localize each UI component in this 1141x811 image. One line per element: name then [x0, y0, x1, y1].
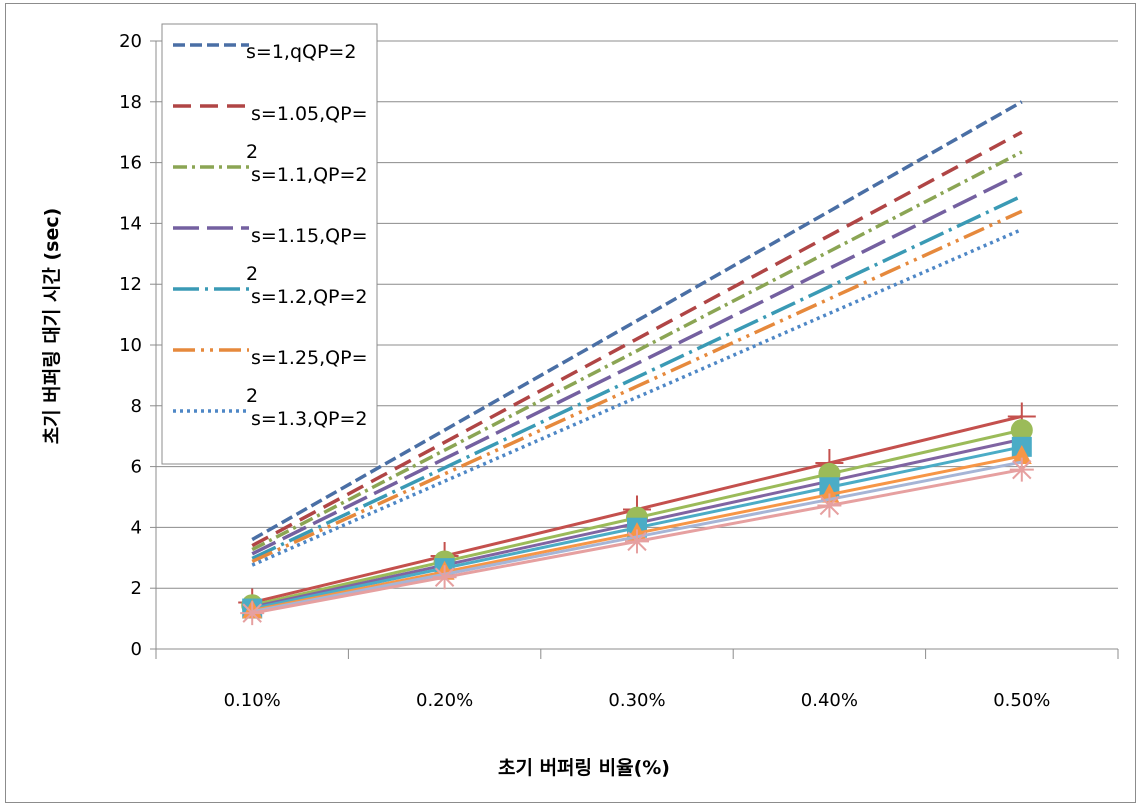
legend-label: s=1.25,QP= [251, 347, 368, 369]
x-tick-labels: 0.10% 0.20% 0.30% 0.40% 0.50% [224, 690, 1051, 711]
axes [150, 40, 1119, 659]
dashed-series-line [251, 150, 1023, 552]
dashed-series-line [251, 130, 1023, 548]
y-tick-label: 6 [131, 457, 142, 478]
legend-label: s=1.2,QP=2 [251, 286, 368, 308]
legend-label: s=1.3,QP=2 [251, 408, 368, 430]
solid-series [238, 402, 1036, 626]
dashed-series-line [251, 171, 1023, 556]
x-tick-label: 0.20% [416, 690, 473, 711]
y-tick-label: 10 [119, 335, 142, 356]
legend-label: 2 [246, 141, 258, 163]
data-point-star [625, 529, 649, 554]
data-point-circle [1010, 419, 1033, 442]
legend-label: s=1.05,QP= [251, 103, 368, 125]
data-point-star [240, 601, 265, 626]
data-point-triangle [1011, 444, 1032, 464]
x-tick-label: 0.50% [993, 690, 1050, 711]
y-tick-label: 18 [119, 92, 142, 113]
y-tick-label: 16 [119, 153, 142, 174]
chart-frame: 0 2 4 6 8 10 12 14 16 18 20 0.10% 0.20% 0.30% 0.40% 0.… [5, 3, 1136, 803]
dashed-series-line [251, 100, 1023, 542]
legend-box [161, 23, 378, 465]
y-tick-label: 14 [119, 213, 142, 234]
x-tick-label: 0.40% [801, 690, 858, 711]
y-tick-label: 12 [119, 274, 142, 295]
y-tick-label: 8 [131, 396, 142, 417]
y-tick-label: 4 [131, 517, 142, 538]
y-axis-title: 초기 버퍼링 대기 시간 (sec) [41, 208, 63, 445]
data-point-star [817, 493, 842, 518]
legend-label: 2 [246, 263, 258, 285]
x-tick-label: 0.30% [608, 690, 665, 711]
legend: s=1,qQP=2s=1.05,QP=2s=1.1,QP=2s=1.15,QP=… [161, 23, 378, 465]
y-tick-label: 2 [131, 578, 142, 599]
dashed-series-line [251, 194, 1023, 560]
dashed-series-line [251, 209, 1023, 564]
data-point-star [432, 565, 457, 590]
dashed-series [251, 100, 1023, 567]
legend-label: 2 [246, 385, 258, 407]
data-point-star [1009, 457, 1034, 482]
y-tick-labels: 0 2 4 6 8 10 12 14 16 18 20 [119, 31, 142, 660]
legend-label: s=1,qQP=2 [246, 41, 356, 63]
x-tick-label: 0.10% [224, 690, 281, 711]
y-tick-label: 0 [131, 639, 142, 660]
y-tick-label: 20 [119, 31, 142, 52]
legend-label: s=1.1,QP=2 [251, 164, 368, 186]
x-axis-title: 초기 버퍼링 비율(%) [498, 757, 670, 779]
legend-label: s=1.15,QP= [251, 225, 368, 247]
